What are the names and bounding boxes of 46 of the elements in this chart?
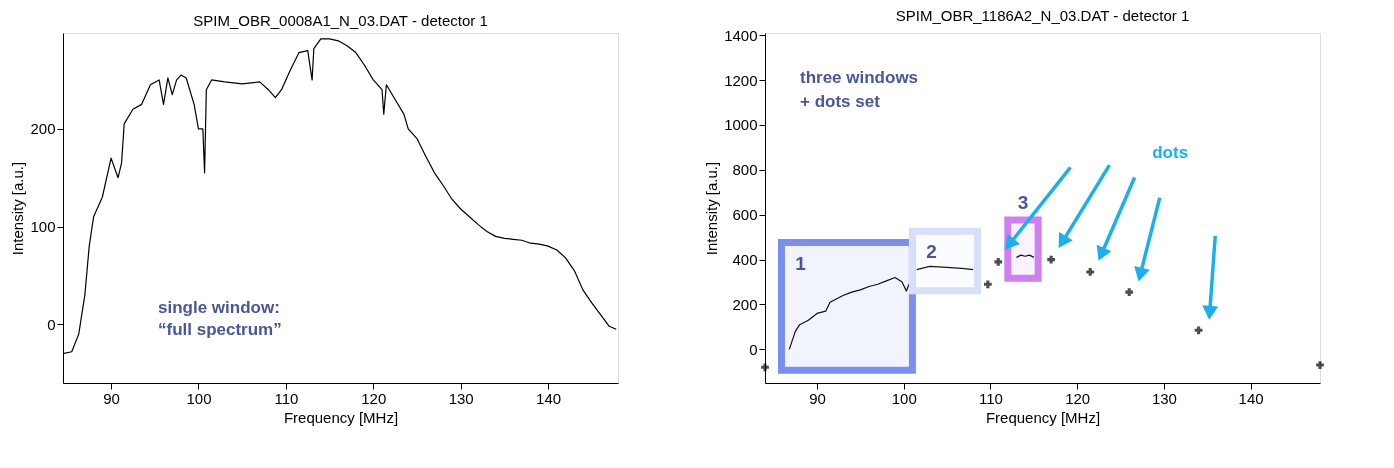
y-tick-label: 0 (749, 340, 758, 358)
y-tick-label: 200 (30, 120, 56, 138)
band-label: 3 (1017, 191, 1029, 213)
point (1086, 268, 1095, 276)
point (1125, 288, 1134, 297)
x-tick-label: 140 (536, 389, 562, 407)
x-tick-label: 100 (186, 389, 212, 407)
y-tick-label: 0 (47, 315, 56, 333)
point (983, 280, 992, 289)
annotation: + dots set (800, 92, 881, 111)
x-tick-label: 120 (1065, 389, 1091, 407)
x-tick-label: 110 (979, 389, 1003, 407)
point (1194, 326, 1203, 335)
point (1316, 361, 1324, 369)
x-tick-label: 90 (103, 389, 120, 407)
y-tick-label: 1400 (724, 26, 758, 44)
y-tick-label: 600 (732, 206, 758, 224)
annotation: single window: (158, 298, 280, 317)
x-axis-title: Frequency [MHz] (985, 408, 1101, 426)
x-tick-label: 120 (361, 389, 387, 407)
x-tick-label: 130 (1151, 389, 1177, 407)
x-axis-title: Frequency [MHz] (283, 408, 399, 426)
point (1047, 255, 1056, 264)
y-axis-title: Intensity [a.u.] (703, 161, 721, 256)
chart-title: SPIM_OBR_1186A2_N_03.DAT - detector 1 (895, 7, 1190, 25)
band-label: 2 (926, 241, 937, 263)
x-tick-label: 130 (448, 389, 474, 407)
y-tick-label: 400 (732, 251, 758, 269)
point (994, 257, 1003, 266)
x-tick-label: 90 (809, 389, 826, 407)
y-tick-label: 800 (732, 161, 758, 179)
x-tick-label: 100 (891, 389, 917, 407)
y-tick-label: 200 (732, 295, 758, 313)
annotation: “full spectrum” (158, 320, 282, 339)
annotation: dots (1152, 143, 1189, 162)
y-tick-label: 1000 (724, 116, 758, 134)
y-tick-label: 100 (30, 218, 56, 236)
x-tick-label: 110 (274, 389, 299, 407)
band-label: 1 (795, 252, 807, 274)
point (761, 363, 769, 372)
annotation: three windows (800, 68, 919, 87)
line-series (788, 276, 910, 350)
y-axis-title: Intensity [a.u.] (9, 161, 27, 256)
y-tick-label: 1200 (724, 71, 758, 89)
chart-title: SPIM_OBR_0008A1_N_03.DAT - detector 1 (193, 12, 488, 29)
x-tick-label: 140 (1238, 389, 1264, 407)
